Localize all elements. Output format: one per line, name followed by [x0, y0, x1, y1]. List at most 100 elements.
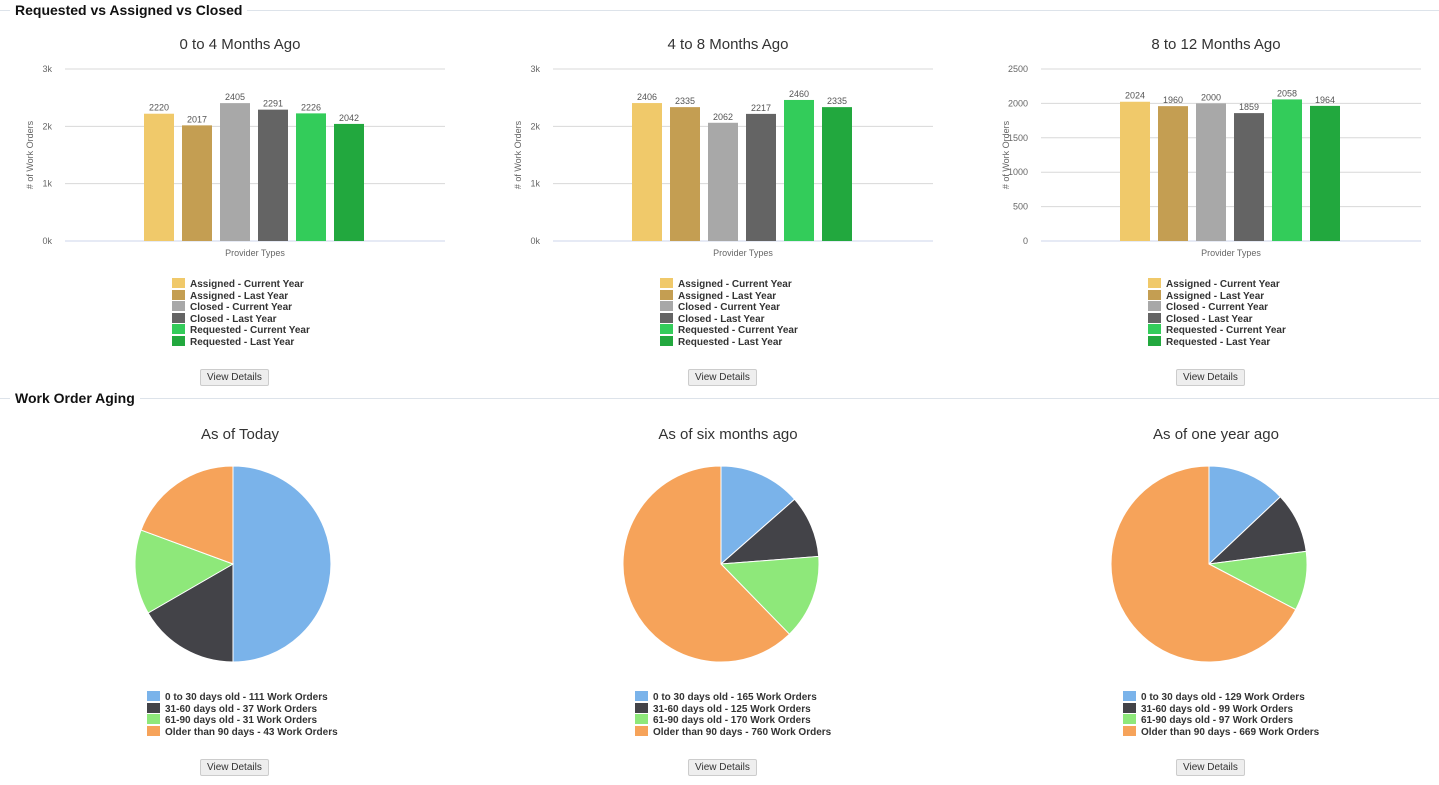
- bar[interactable]: [144, 113, 174, 241]
- legend-item[interactable]: 31-60 days old - 99 Work Orders: [1123, 702, 1319, 715]
- legend-item[interactable]: Older than 90 days - 43 Work Orders: [147, 725, 338, 738]
- legend-item[interactable]: 31-60 days old - 125 Work Orders: [635, 702, 831, 715]
- data-label: 2024: [1125, 91, 1145, 101]
- view-details-button[interactable]: View Details: [1176, 369, 1245, 386]
- legend-item[interactable]: Closed - Last Year: [172, 312, 310, 325]
- legend-item[interactable]: 0 to 30 days old - 129 Work Orders: [1123, 691, 1319, 703]
- y-tick-label: 3k: [530, 64, 540, 74]
- view-details-button[interactable]: View Details: [200, 369, 269, 386]
- legend-item[interactable]: Assigned - Last Year: [660, 289, 798, 302]
- chart-title: As of one year ago: [1153, 426, 1279, 443]
- legend-item[interactable]: Requested - Current Year: [172, 324, 310, 336]
- bar-chart-svg: 0k 1k 2k 3k # of Work Orders Provider Types 22…: [25, 64, 445, 258]
- legend-label: Closed - Current Year: [190, 302, 293, 313]
- legend-item[interactable]: Assigned - Current Year: [660, 278, 798, 290]
- bar[interactable]: [220, 103, 250, 241]
- data-label: 2217: [751, 103, 771, 113]
- legend-item[interactable]: Requested - Last Year: [1148, 335, 1286, 348]
- legend-item[interactable]: Assigned - Current Year: [172, 278, 310, 290]
- legend-swatch: [660, 335, 673, 346]
- legend-item[interactable]: Closed - Last Year: [1148, 312, 1286, 325]
- legend-item[interactable]: Older than 90 days - 669 Work Orders: [1123, 725, 1319, 738]
- bar[interactable]: [182, 125, 212, 241]
- legend-label: Closed - Last Year: [1166, 313, 1253, 325]
- y-tick-label: 2k: [42, 121, 52, 131]
- y-tick-label: 1000: [1008, 167, 1028, 177]
- view-details-button[interactable]: View Details: [200, 759, 269, 776]
- legend-item[interactable]: Closed - Current Year: [1148, 301, 1286, 313]
- bar[interactable]: [784, 99, 814, 242]
- pie-slice[interactable]: [1110, 465, 1297, 663]
- bar[interactable]: [1120, 101, 1150, 241]
- legend-item[interactable]: Closed - Current Year: [660, 301, 798, 313]
- legend-item[interactable]: 61-90 days old - 97 Work Orders: [1123, 714, 1319, 726]
- bar[interactable]: [1196, 103, 1226, 242]
- legend-item[interactable]: Assigned - Last Year: [172, 289, 310, 302]
- pie-slice[interactable]: [147, 563, 234, 663]
- legend-item[interactable]: Older than 90 days - 760 Work Orders: [635, 725, 832, 738]
- bar[interactable]: [670, 107, 700, 241]
- pie-chart-svg: [134, 465, 332, 663]
- x-axis-label: Provider Types: [225, 248, 285, 258]
- bar[interactable]: [746, 113, 776, 241]
- pie-slice[interactable]: [140, 465, 234, 565]
- pie-slice[interactable]: [134, 529, 235, 614]
- y-axis-label: # of Work Orders: [25, 120, 35, 189]
- legend-label: 31-60 days old - 37 Work Orders: [165, 703, 318, 715]
- legend-item[interactable]: Requested - Last Year: [172, 335, 310, 348]
- bar[interactable]: [258, 109, 288, 242]
- legend-label: 31-60 days old - 125 Work Orders: [653, 703, 811, 715]
- legend-item[interactable]: 0 to 30 days old - 165 Work Orders: [635, 691, 831, 703]
- bar-chart-svg: 0k 1k 2k 3k # of Work Orders Provider Types 24…: [513, 64, 933, 258]
- legend-item[interactable]: 31-60 days old - 37 Work Orders: [147, 702, 338, 715]
- legend-item[interactable]: Requested - Current Year: [660, 324, 798, 336]
- legend-swatch: [1148, 312, 1161, 323]
- legend-item[interactable]: Assigned - Last Year: [1148, 289, 1286, 302]
- legend-item[interactable]: Closed - Last Year: [660, 312, 798, 325]
- legend-label: Requested - Last Year: [1166, 336, 1271, 348]
- legend: 0 to 30 days old - 129 Work Orders 31-60 …: [1123, 691, 1319, 738]
- data-label: 2226: [301, 102, 321, 112]
- bar[interactable]: [1310, 105, 1340, 241]
- data-label: 2062: [713, 112, 733, 122]
- bar[interactable]: [334, 123, 364, 241]
- section-title: Work Order Aging: [10, 388, 140, 408]
- legend-item[interactable]: Requested - Current Year: [1148, 324, 1286, 336]
- pie-slice[interactable]: [232, 465, 332, 663]
- bar[interactable]: [296, 113, 326, 241]
- pie-slice[interactable]: [622, 465, 791, 663]
- bar-chart-panel: 0 to 4 Months Ago 0k 1k 2k 3k # of Work Order…: [0, 0, 480, 396]
- legend-label: Requested - Last Year: [190, 336, 295, 348]
- legend-swatch: [660, 301, 673, 311]
- legend-item[interactable]: 61-90 days old - 170 Work Orders: [635, 714, 831, 726]
- legend-label: Older than 90 days - 760 Work Orders: [653, 726, 832, 738]
- pie-slice[interactable]: [720, 465, 796, 566]
- y-tick-label: 2000: [1008, 98, 1028, 108]
- view-details-button[interactable]: View Details: [688, 759, 757, 776]
- bar[interactable]: [822, 107, 852, 241]
- view-details-button[interactable]: View Details: [1176, 759, 1245, 776]
- legend: 0 to 30 days old - 165 Work Orders 31-60 …: [635, 691, 832, 738]
- legend-swatch: [1148, 324, 1161, 334]
- legend-swatch: [660, 289, 673, 300]
- bar[interactable]: [1272, 99, 1302, 241]
- data-label: 2406: [637, 92, 657, 102]
- data-label: 2460: [789, 89, 809, 99]
- legend-label: Requested - Current Year: [1166, 325, 1286, 336]
- legend-item[interactable]: 0 to 30 days old - 111 Work Orders: [147, 691, 338, 703]
- bar[interactable]: [708, 122, 738, 241]
- legend-label: Assigned - Last Year: [678, 290, 777, 302]
- data-label: 2058: [1277, 88, 1297, 98]
- bar[interactable]: [1158, 106, 1188, 241]
- view-details-button[interactable]: View Details: [688, 369, 757, 386]
- bar[interactable]: [632, 103, 662, 241]
- legend-item[interactable]: Closed - Current Year: [172, 301, 310, 313]
- pie-slice[interactable]: [719, 555, 820, 635]
- legend-item[interactable]: Requested - Last Year: [660, 335, 798, 348]
- legend-swatch: [172, 301, 185, 311]
- pie-slice[interactable]: [1208, 465, 1282, 566]
- legend-swatch: [1123, 725, 1136, 736]
- legend-item[interactable]: 61-90 days old - 31 Work Orders: [147, 714, 338, 726]
- bar[interactable]: [1234, 113, 1264, 241]
- legend-item[interactable]: Assigned - Current Year: [1148, 278, 1286, 290]
